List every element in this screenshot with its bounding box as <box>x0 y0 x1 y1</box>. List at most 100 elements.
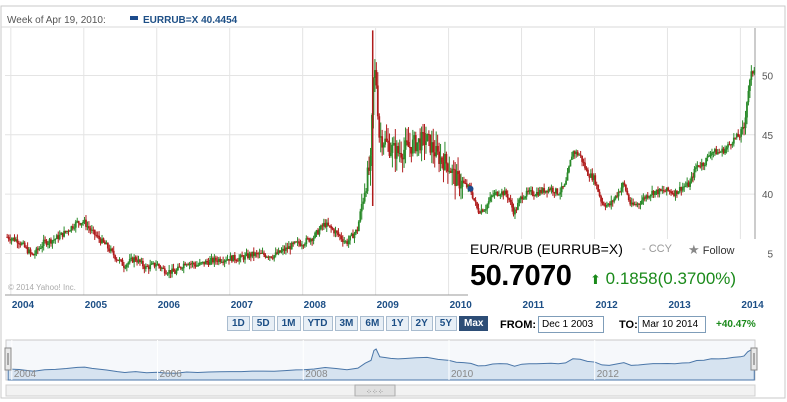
candle-body <box>748 79 751 91</box>
candle-body <box>375 70 378 86</box>
range-button-6m[interactable]: 6M <box>360 316 385 331</box>
candle-body <box>282 248 284 251</box>
candle-body <box>629 200 632 205</box>
candle-body <box>611 200 614 202</box>
candle-body <box>661 190 664 192</box>
candle-body <box>355 229 357 234</box>
range-button-max[interactable]: Max <box>459 316 489 331</box>
candle-body <box>649 194 652 197</box>
y-tick-45: 45 <box>762 131 774 142</box>
candle-body <box>658 188 661 195</box>
range-button-5y[interactable]: 5Y <box>434 316 458 331</box>
range-button-1m[interactable]: 1M <box>276 316 301 331</box>
up-arrow-icon: ⬆ <box>590 272 601 287</box>
range-button-1y[interactable]: 1Y <box>386 316 409 331</box>
candle-body <box>410 147 413 154</box>
quote-ccy: - CCY <box>642 243 672 255</box>
candle-body <box>376 85 379 117</box>
candle-body <box>540 190 543 193</box>
candle-body <box>527 190 530 192</box>
candle-body <box>560 186 563 193</box>
range-button-ytd[interactable]: YTD <box>302 316 333 331</box>
candle-body <box>159 266 162 269</box>
candle-body <box>239 255 242 258</box>
follow-button[interactable]: ★ Follow <box>688 242 735 258</box>
candle-body <box>528 190 531 192</box>
candle-body <box>404 140 407 150</box>
candle-body <box>101 238 103 244</box>
x-tick-2009: 2009 <box>377 300 400 311</box>
range-button-5d[interactable]: 5D <box>251 316 275 331</box>
candle-body <box>71 226 74 229</box>
navigator-left-handle[interactable] <box>4 347 12 371</box>
quote-change-value: 0.1858 <box>605 269 658 288</box>
candle-body <box>665 187 668 192</box>
candle-body <box>298 241 300 244</box>
candle-body <box>207 262 210 265</box>
candle-body <box>32 254 35 256</box>
candle-body <box>308 238 311 242</box>
candle-body <box>213 257 216 263</box>
candle-body <box>131 257 134 263</box>
candle-body <box>98 235 101 240</box>
candle-body <box>264 255 267 258</box>
range-button-3m[interactable]: 3M <box>334 316 359 331</box>
candle-body <box>458 174 461 189</box>
candle-body <box>263 252 265 256</box>
scrollbar-thumb[interactable] <box>354 384 396 397</box>
candle-body <box>721 148 724 152</box>
candle-body <box>587 169 589 176</box>
candle-body <box>66 230 68 233</box>
candle-body <box>425 141 427 145</box>
candle-body <box>112 250 115 256</box>
candle-body <box>252 251 255 256</box>
candle-body <box>134 257 137 261</box>
candle-body <box>521 196 524 200</box>
candle-body <box>229 255 232 261</box>
candle-body <box>619 191 621 193</box>
candle-body <box>35 248 38 254</box>
candle-body <box>444 153 446 170</box>
candle-body <box>496 191 499 196</box>
candle-body <box>296 241 299 243</box>
navigator-right-handle[interactable] <box>750 347 758 371</box>
candle-body <box>506 194 509 199</box>
candle-body <box>479 212 481 214</box>
candle-body <box>552 187 554 193</box>
candle-body <box>427 134 430 136</box>
candle-body <box>388 142 391 156</box>
candle-body <box>498 195 500 197</box>
candle-body <box>201 261 204 263</box>
to-date-input[interactable]: Mar 10 2014 <box>638 316 706 333</box>
candle-body <box>715 149 718 155</box>
candle-body <box>750 71 753 80</box>
candle-body <box>44 239 47 241</box>
candle-body <box>209 259 211 265</box>
candle-body <box>731 143 734 146</box>
candle-body <box>533 194 535 196</box>
candle-body <box>465 183 468 188</box>
candle-body <box>92 229 95 231</box>
candle-body <box>273 255 276 259</box>
candle-body <box>515 209 518 211</box>
candle-body <box>55 235 58 239</box>
from-date-input[interactable]: Dec 1 2003 <box>538 316 604 333</box>
candle-body <box>509 199 512 202</box>
candle-body <box>544 190 547 193</box>
candle-body <box>349 235 351 241</box>
candle-body <box>537 191 540 196</box>
candle-body <box>197 264 200 266</box>
candle-body <box>651 190 654 195</box>
candle-body <box>242 256 245 260</box>
candle-body <box>703 165 706 167</box>
range-button-1d[interactable]: 1D <box>227 316 250 331</box>
candle-body <box>106 243 109 249</box>
candle-body <box>160 267 163 269</box>
candle-body <box>233 254 236 260</box>
candle-body <box>190 263 192 265</box>
candle-body <box>569 159 572 167</box>
candle-body <box>251 251 254 257</box>
candle-body <box>25 247 28 249</box>
candle-body <box>363 192 366 202</box>
range-button-2y[interactable]: 2Y <box>410 316 433 331</box>
